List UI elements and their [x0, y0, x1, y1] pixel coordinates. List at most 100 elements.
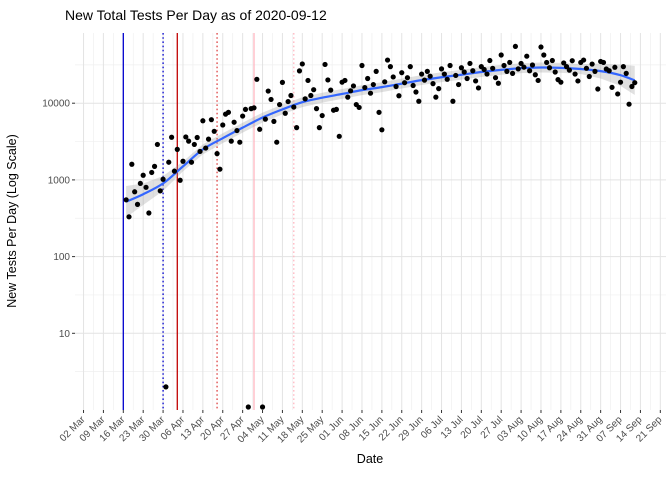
data-point: [566, 67, 572, 73]
data-point: [541, 52, 547, 58]
data-point: [242, 106, 249, 113]
data-point: [433, 94, 439, 100]
data-point: [276, 101, 283, 108]
data-point: [134, 201, 141, 207]
data-point: [413, 89, 419, 95]
data-point: [561, 60, 567, 66]
data-point: [279, 79, 286, 85]
data-point: [535, 77, 541, 84]
data-point: [416, 98, 422, 104]
data-point: [453, 72, 459, 79]
data-point: [410, 82, 416, 89]
data-point: [194, 134, 200, 141]
data-point: [399, 70, 405, 76]
data-point: [546, 65, 553, 71]
data-point: [473, 78, 479, 84]
data-point: [458, 65, 465, 71]
data-point: [174, 146, 180, 152]
data-point: [558, 79, 564, 85]
data-point: [484, 71, 490, 77]
loess-curve: [125, 66, 636, 203]
data-point: [421, 77, 428, 83]
data-point: [575, 78, 581, 84]
data-point: [370, 81, 376, 88]
data-point: [481, 66, 487, 73]
data-point: [544, 59, 550, 66]
data-point: [328, 87, 334, 93]
data-point: [259, 404, 266, 410]
data-point: [157, 188, 163, 194]
data-point: [595, 86, 601, 92]
data-point: [447, 62, 453, 69]
data-point: [461, 69, 467, 75]
data-point: [254, 76, 260, 82]
data-point: [342, 77, 348, 84]
data-point: [407, 64, 413, 70]
data-point: [137, 180, 143, 187]
y-tick-label: 100: [53, 252, 70, 263]
data-point: [228, 138, 234, 144]
data-point: [291, 104, 297, 110]
reference-vlines: [122, 33, 295, 410]
data-point: [294, 125, 300, 131]
data-point: [336, 133, 342, 139]
data-point: [149, 169, 155, 176]
data-point: [504, 68, 510, 74]
data-point: [569, 58, 575, 64]
data-point: [257, 126, 263, 132]
data-point: [262, 116, 268, 122]
data-point: [376, 109, 382, 115]
data-point: [271, 118, 277, 124]
data-point: [581, 57, 587, 63]
data-point: [419, 71, 425, 77]
data-point: [606, 68, 612, 74]
data-point: [367, 90, 374, 96]
data-point: [146, 210, 152, 216]
data-point: [319, 112, 325, 119]
data-point: [251, 105, 257, 111]
data-point: [365, 75, 371, 82]
data-point: [356, 104, 362, 111]
data-point: [402, 80, 408, 86]
data-point: [384, 57, 391, 63]
data-point: [438, 66, 445, 72]
data-point: [214, 151, 220, 157]
data-point: [373, 68, 379, 74]
data-point: [387, 64, 393, 70]
data-point: [507, 59, 513, 66]
y-axis-title: New Tests Per Day (Log Scale): [5, 134, 19, 307]
data-point: [225, 109, 232, 115]
data-point: [169, 134, 175, 140]
data-point: [501, 62, 507, 69]
data-point: [527, 68, 533, 74]
data-point: [143, 184, 149, 190]
data-point: [623, 70, 629, 76]
data-point: [592, 68, 598, 74]
data-point: [166, 159, 172, 165]
data-point: [313, 106, 320, 112]
data-point: [288, 92, 294, 99]
data-point: [490, 65, 496, 71]
confidence-ribbon: [126, 62, 635, 218]
data-point: [632, 80, 638, 86]
data-point: [211, 128, 217, 134]
data-point: [455, 81, 462, 88]
data-point: [268, 96, 274, 103]
x-axis-title: Date: [357, 452, 383, 466]
data-point: [140, 172, 146, 178]
data-point: [524, 53, 530, 59]
data-point: [208, 117, 214, 123]
data-point: [234, 127, 240, 134]
data-point: [129, 161, 135, 167]
data-point: [311, 87, 317, 93]
data-point: [183, 134, 189, 140]
data-point: [404, 75, 411, 81]
data-point: [467, 60, 473, 67]
data-point: [296, 68, 303, 74]
data-point: [450, 98, 456, 104]
data-point: [305, 77, 311, 84]
data-point: [274, 139, 280, 145]
data-point: [177, 177, 183, 183]
data-point: [359, 62, 365, 69]
